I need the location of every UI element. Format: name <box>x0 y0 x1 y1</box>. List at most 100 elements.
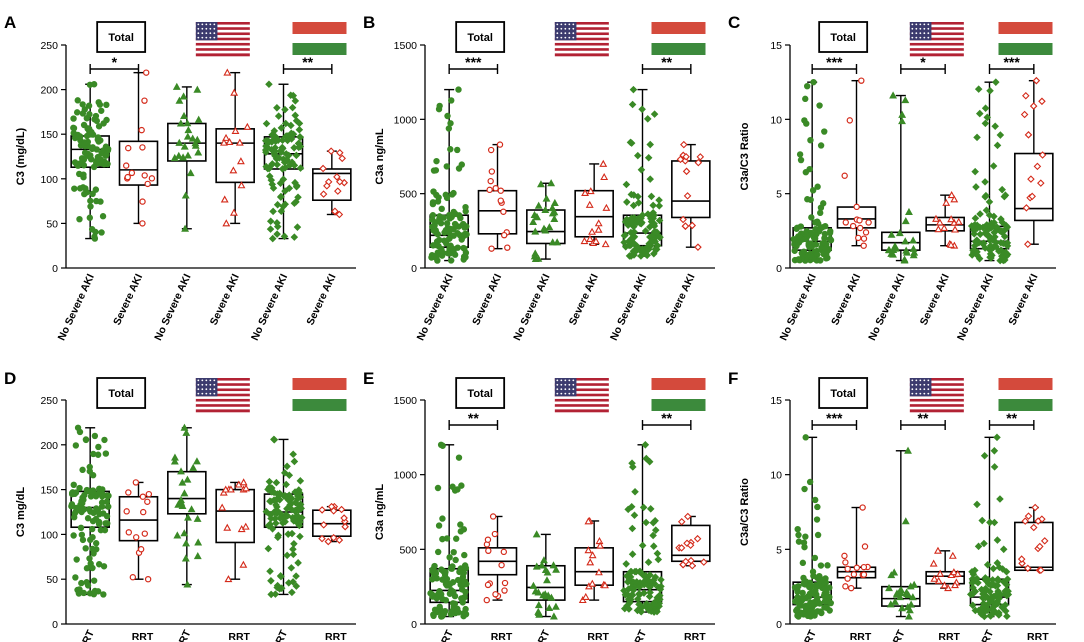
data-point <box>180 111 188 119</box>
data-point <box>850 571 858 578</box>
total-box <box>96 377 147 409</box>
data-point <box>588 227 596 235</box>
data-point <box>990 228 999 237</box>
data-point <box>275 154 284 162</box>
data-point <box>973 251 982 260</box>
data-point <box>971 237 980 246</box>
data-point <box>645 592 654 601</box>
data-point <box>182 428 191 436</box>
data-point <box>677 517 686 526</box>
flag-star <box>911 36 914 39</box>
data-point <box>969 246 977 255</box>
data-point <box>97 526 105 534</box>
data-point <box>821 604 828 611</box>
data-point <box>73 556 80 563</box>
flag-stripe <box>909 393 964 397</box>
data-point <box>336 177 344 186</box>
data-point <box>686 541 695 550</box>
data-point <box>993 141 1002 150</box>
total-legend-box: Total <box>96 21 147 53</box>
flag-star <box>915 23 918 26</box>
data-point <box>284 496 292 504</box>
data-point <box>89 472 97 479</box>
flag-star <box>568 388 571 391</box>
data-point <box>907 600 916 608</box>
box-C-3 <box>925 191 965 249</box>
data-point <box>170 153 179 162</box>
x-tick-label: No RRT <box>880 628 907 642</box>
data-point <box>823 241 830 248</box>
data-point <box>580 236 589 245</box>
flag-star <box>213 36 216 39</box>
data-point <box>327 502 336 511</box>
flag-stripe <box>195 50 250 54</box>
data-point <box>586 558 595 566</box>
data-point <box>444 112 451 120</box>
data-point <box>89 190 96 198</box>
data-point <box>439 442 446 449</box>
data-point <box>500 208 507 215</box>
data-point <box>449 600 457 607</box>
data-point <box>814 183 821 190</box>
flag-stripe <box>554 396 609 400</box>
flag-star <box>927 379 930 382</box>
data-point <box>532 562 541 570</box>
flag-star <box>556 32 559 35</box>
flag-stripe <box>554 48 609 52</box>
total-legend-box: Total <box>818 377 869 409</box>
data-point <box>646 140 654 149</box>
hungary-green-bar <box>292 43 347 55</box>
y-tick-label: 5 <box>776 189 782 201</box>
flag-star <box>560 392 563 395</box>
flag-star <box>201 383 204 386</box>
flag-star <box>572 379 575 382</box>
data-point <box>929 559 938 567</box>
data-point <box>290 233 299 241</box>
data-point <box>808 214 815 221</box>
data-point <box>500 548 508 556</box>
data-point <box>183 119 192 127</box>
data-point <box>77 524 85 532</box>
data-point <box>318 506 326 514</box>
data-point <box>985 211 994 219</box>
data-point <box>865 219 872 226</box>
data-point <box>450 548 457 556</box>
flag-star <box>927 383 930 386</box>
data-point <box>824 562 831 569</box>
data-point <box>79 110 87 117</box>
data-point <box>86 111 93 118</box>
data-point <box>336 149 344 157</box>
data-point <box>903 602 912 611</box>
data-point <box>817 209 824 217</box>
data-point <box>979 587 988 596</box>
data-point <box>1038 151 1047 159</box>
data-point <box>483 596 490 604</box>
data-point <box>85 125 93 133</box>
flag-stripe <box>909 409 964 413</box>
data-point <box>637 166 646 174</box>
data-point <box>290 540 298 548</box>
data-point <box>283 504 291 513</box>
flag-stripe <box>195 22 250 25</box>
flag-star <box>197 36 200 39</box>
box-D-0 <box>68 424 112 598</box>
x-tick-label: No Severe AKI <box>511 272 552 342</box>
data-point <box>797 156 805 164</box>
flag-stripe <box>195 398 250 402</box>
data-point <box>803 227 810 235</box>
data-point <box>814 503 821 511</box>
data-point <box>624 505 632 514</box>
data-point <box>461 224 468 231</box>
total-legend-box: Total <box>455 21 506 53</box>
data-point <box>891 597 899 605</box>
flag-star <box>927 392 930 395</box>
data-point <box>682 152 690 161</box>
data-point <box>429 216 436 223</box>
box-E-2 <box>526 530 566 620</box>
data-point <box>183 580 192 588</box>
data-point <box>954 217 963 225</box>
data-point <box>630 251 638 259</box>
data-point <box>991 122 999 131</box>
data-point <box>976 210 984 218</box>
flag-stripe <box>554 27 609 31</box>
